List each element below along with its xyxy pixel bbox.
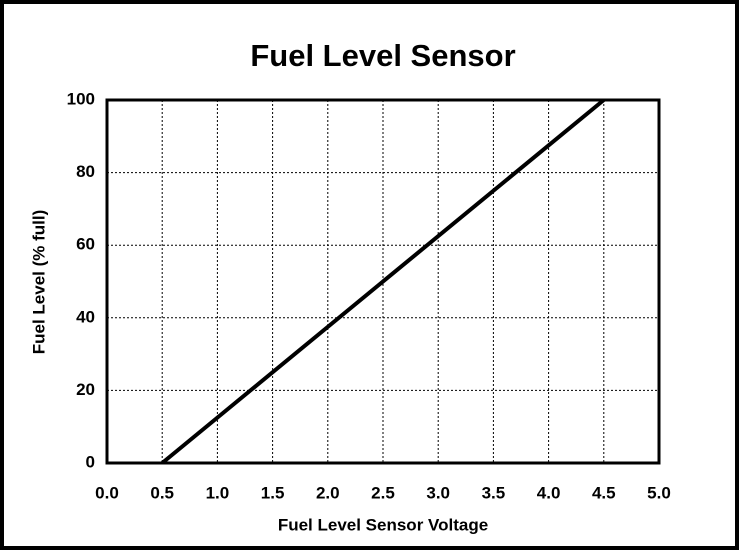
x-tick-label: 5.0 [647,483,671,502]
x-tick-label: 3.5 [482,483,506,502]
y-tick-label: 60 [76,235,95,254]
x-tick-label: 1.0 [206,483,230,502]
x-tick-label: 4.5 [592,483,616,502]
x-tick-label: 3.0 [426,483,450,502]
x-tick-label: 0.0 [95,483,119,502]
y-tick-label: 40 [76,307,95,326]
plot-border [105,98,661,465]
y-axis-label: Fuel Level (% full) [29,210,48,355]
x-tick-label: 2.5 [371,483,395,502]
y-tick-label: 80 [76,162,95,181]
x-tick-label: 0.5 [150,483,174,502]
x-tick-label: 1.5 [261,483,285,502]
y-tick-label: 100 [67,89,95,108]
chart-title: Fuel Level Sensor [250,38,515,73]
y-tick-label: 20 [76,380,95,399]
x-axis-label: Fuel Level Sensor Voltage [278,515,488,534]
x-tick-label: 2.0 [316,483,340,502]
data-line [160,98,606,465]
x-tick-label: 4.0 [537,483,561,502]
y-tick-label: 0 [86,452,95,471]
